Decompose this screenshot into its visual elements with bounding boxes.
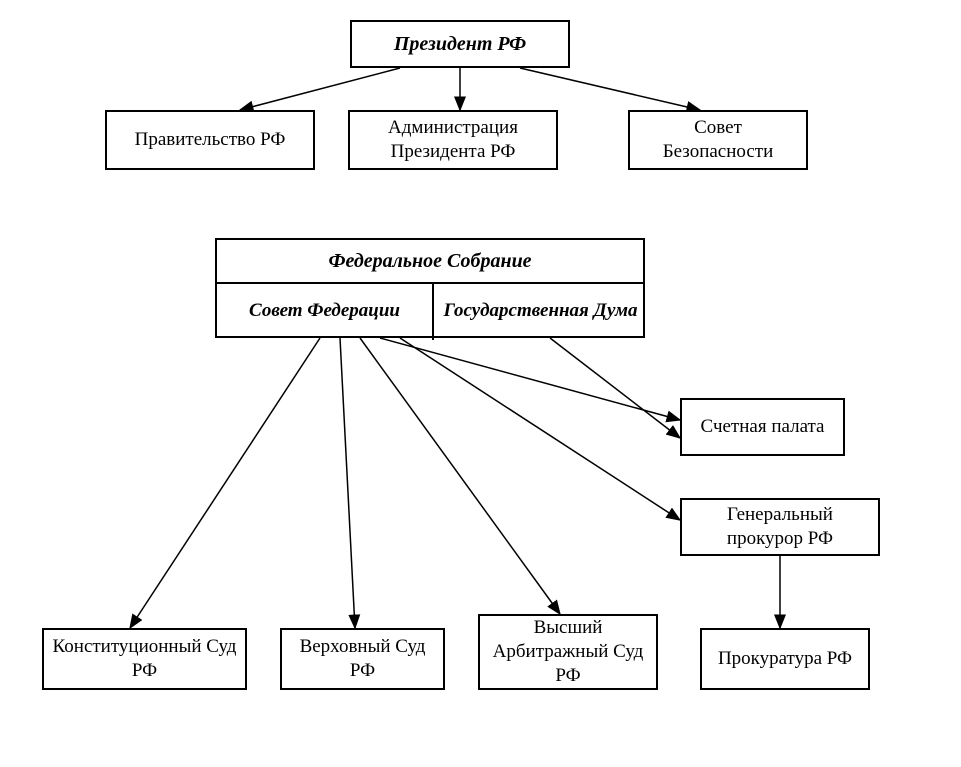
node-federal-assembly: Федеральное Собрание Совет Федерации Гос… — [215, 238, 645, 338]
node-prosecutor-office: Прокуратура РФ — [700, 628, 870, 690]
chamber-state-duma: Государственная Дума — [434, 282, 647, 340]
label: Государственная Дума — [443, 299, 637, 323]
label: Конституционный Суд РФ — [52, 635, 237, 683]
label: Счетная палата — [701, 415, 825, 439]
label: Правительство РФ — [135, 128, 286, 152]
label: Президент РФ — [394, 32, 526, 57]
node-supreme-court: Верховный Суд РФ — [280, 628, 445, 690]
node-president: Президент РФ — [350, 20, 570, 68]
label: Совет Безопасности — [638, 116, 798, 164]
label: Высший Арбитражный Суд РФ — [488, 616, 648, 687]
label: Совет Федерации — [249, 299, 400, 323]
node-constitutional-court: Конституционный Суд РФ — [42, 628, 247, 690]
node-security-council: Совет Безопасности — [628, 110, 808, 170]
node-administration: Администрация Президента РФ — [348, 110, 558, 170]
node-government: Правительство РФ — [105, 110, 315, 170]
label: Генеральный прокурор РФ — [690, 503, 870, 551]
node-prosecutor-general: Генеральный прокурор РФ — [680, 498, 880, 556]
label: Федеральное Собрание — [328, 249, 531, 274]
label: Верховный Суд РФ — [290, 635, 435, 683]
label: Администрация Президента РФ — [358, 116, 548, 164]
chamber-federation-council: Совет Федерации — [217, 282, 432, 340]
node-accounts-chamber: Счетная палата — [680, 398, 845, 456]
federal-assembly-title: Федеральное Собрание — [217, 240, 643, 282]
node-arbitration-court: Высший Арбитражный Суд РФ — [478, 614, 658, 690]
label: Прокуратура РФ — [718, 647, 852, 671]
